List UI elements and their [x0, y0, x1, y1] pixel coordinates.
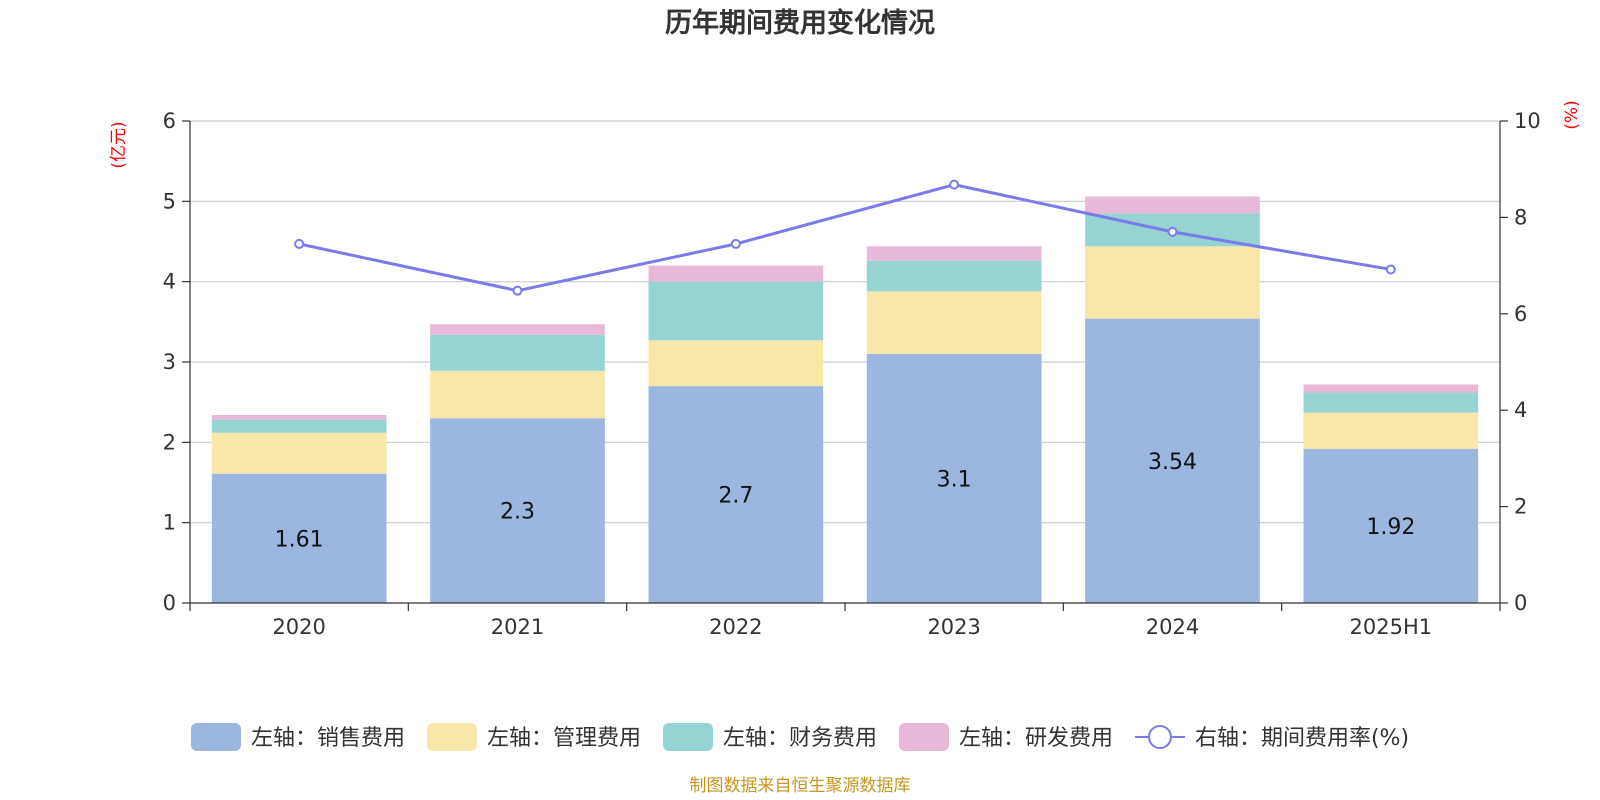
rate-line-path	[298, 183, 1392, 293]
legend-swatch	[426, 723, 477, 751]
left-tick-label: 4	[163, 270, 176, 294]
bar-2-2020	[211, 432, 387, 474]
legend-label: 右轴：期间费用率(%)	[1195, 726, 1409, 751]
legend-label: 左轴：研发费用	[959, 726, 1113, 751]
rate-point	[1385, 264, 1396, 275]
gridlines	[190, 120, 1500, 524]
right-tick-label: 10	[1514, 109, 1541, 133]
rate-point	[949, 179, 960, 190]
bar-value-label: 2.7	[718, 484, 753, 509]
bars	[211, 196, 1479, 603]
right-tick-label: 4	[1514, 398, 1527, 422]
bar-3-2021	[430, 334, 605, 371]
bar-value-label: 3.1	[937, 467, 972, 492]
x-tick-label: 2023	[927, 615, 980, 639]
bar-2-2022	[648, 340, 824, 387]
bar-value-label: 1.92	[1366, 515, 1415, 540]
rate-point	[1167, 226, 1178, 237]
x-tick-label: 2022	[709, 615, 762, 639]
legend-line-marker	[1147, 725, 1172, 749]
bar-labels: 1.61 2.3 2.7 3.1 3.54 1.92	[275, 450, 1416, 553]
bar-1-2021	[430, 418, 605, 603]
axes: 0 1 2 3 4 5 6 0 2 4 6 8 10 2020 2021 2022 2023 2024 2025H1	[163, 109, 1541, 639]
bar-1-2023	[866, 353, 1042, 603]
left-tick-label: 0	[163, 591, 176, 615]
rate-point	[512, 285, 523, 296]
bar-value-label: 2.3	[500, 500, 535, 525]
bar-1-2025H1	[1303, 448, 1479, 603]
right-tick-label: 2	[1514, 495, 1527, 519]
legend-swatch	[898, 723, 949, 751]
right-axis-unit: (%)	[1562, 100, 1582, 129]
bar-4-2023	[866, 246, 1042, 261]
bar-value-label: 1.61	[275, 527, 324, 552]
bar-3-2025H1	[1303, 392, 1479, 413]
left-tick-label: 6	[163, 109, 176, 133]
legend-label: 左轴：管理费用	[487, 726, 641, 751]
bar-4-2021	[430, 324, 605, 335]
left-tick-label: 2	[163, 430, 176, 454]
bar-3-2020	[211, 419, 387, 433]
source-note: 制图数据来自恒生聚源数据库	[690, 776, 911, 796]
bar-4-2020	[211, 415, 387, 420]
left-tick-label: 3	[163, 350, 176, 374]
bar-4-2022	[648, 265, 824, 282]
bar-2-2024	[1085, 246, 1260, 319]
bar-1-2020	[211, 473, 387, 603]
bar-3-2022	[648, 281, 824, 341]
left-tick-label: 1	[163, 511, 176, 535]
x-tick-label: 2021	[491, 615, 544, 639]
legend-label: 左轴：销售费用	[251, 726, 405, 751]
legend-swatch	[190, 723, 241, 751]
bar-2-2025H1	[1303, 412, 1479, 449]
bar-4-2025H1	[1303, 384, 1479, 393]
rate-point	[294, 238, 305, 249]
right-tick-label: 0	[1514, 591, 1527, 615]
bar-1-2022	[648, 386, 824, 603]
left-axis-unit: (亿元)	[109, 121, 129, 168]
bar-value-label: 3.54	[1148, 450, 1197, 475]
rate-line	[294, 179, 1396, 296]
right-tick-label: 6	[1514, 302, 1527, 326]
right-tick-label: 8	[1514, 205, 1527, 229]
bar-3-2023	[866, 260, 1042, 292]
legend-label: 左轴：财务费用	[723, 726, 877, 751]
x-tick-label: 2025H1	[1350, 615, 1433, 639]
chart-title: 历年期间费用变化情况	[665, 7, 935, 39]
rate-point	[730, 238, 741, 249]
bar-2-2021	[430, 370, 605, 419]
bar-1-2024	[1085, 318, 1260, 603]
left-tick-label: 5	[163, 189, 176, 213]
legend-swatch	[662, 723, 713, 751]
x-tick-label: 2024	[1146, 615, 1199, 639]
legend: 左轴：销售费用 左轴：管理费用 左轴：财务费用 左轴：研发费用 右轴：期间费用率(%)	[190, 723, 1409, 751]
x-tick-label: 2020	[272, 615, 325, 639]
bar-4-2024	[1085, 196, 1260, 214]
bar-2-2023	[866, 291, 1042, 354]
